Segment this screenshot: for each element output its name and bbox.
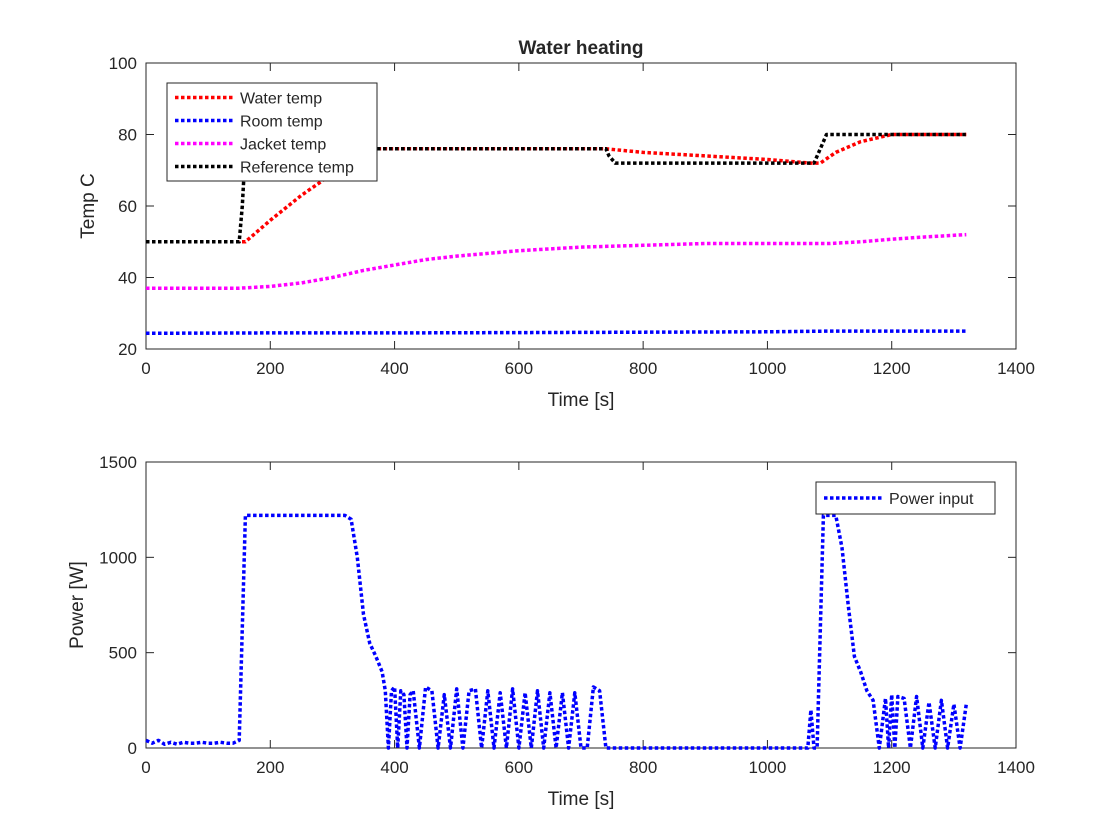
power-chart: Time [s] Power [W] 0 200 400 600 800 1000 1200… bbox=[67, 453, 1035, 810]
x-tick-label: 200 bbox=[256, 758, 284, 777]
x-tick-label: 1400 bbox=[997, 758, 1035, 777]
y-axis-label: Power [W] bbox=[67, 561, 88, 649]
x-tick-label: 600 bbox=[505, 359, 533, 378]
y-tick-label: 40 bbox=[118, 269, 137, 288]
legend-label: Reference temp bbox=[240, 160, 354, 177]
x-tick-label: 200 bbox=[256, 359, 284, 378]
x-tick-label: 1000 bbox=[749, 359, 787, 378]
x-tick-label: 800 bbox=[629, 758, 657, 777]
legend: Water temp Room temp Jacket temp Reference … bbox=[166, 82, 378, 182]
legend-label: Jacket temp bbox=[240, 137, 326, 154]
x-tick-label: 1200 bbox=[873, 758, 911, 777]
x-tick-label: 0 bbox=[141, 758, 150, 777]
y-tick-label: 0 bbox=[128, 739, 137, 758]
legend: Power input bbox=[815, 481, 996, 515]
y-tick-label: 60 bbox=[118, 197, 137, 216]
legend-box bbox=[166, 82, 378, 182]
x-axis-label: Time [s] bbox=[548, 789, 615, 810]
chart-title: Water heating bbox=[519, 38, 644, 59]
y-tick-label: 20 bbox=[118, 340, 137, 359]
x-tick-label: 1000 bbox=[749, 758, 787, 777]
legend-box bbox=[815, 481, 996, 515]
y-tick-label: 500 bbox=[109, 644, 137, 663]
y-tick-label: 1500 bbox=[99, 453, 137, 472]
temperature-chart: Water heating Time [s] Temp C 0 200 400 600… bbox=[78, 38, 1035, 411]
y-tick-label: 100 bbox=[109, 54, 137, 73]
y-tick-label: 80 bbox=[118, 126, 137, 145]
x-tick-label: 1200 bbox=[873, 359, 911, 378]
x-tick-label: 1400 bbox=[997, 359, 1035, 378]
x-tick-label: 400 bbox=[380, 359, 408, 378]
x-tick-label: 400 bbox=[380, 758, 408, 777]
y-axis-label: Temp C bbox=[78, 173, 99, 238]
x-axis-label: Time [s] bbox=[548, 390, 615, 411]
legend-label: Power input bbox=[889, 491, 974, 508]
series-line-reference-temp bbox=[146, 132, 967, 244]
x-tick-label: 600 bbox=[505, 758, 533, 777]
y-tick-label: 1000 bbox=[99, 548, 137, 567]
legend-label: Room temp bbox=[240, 114, 323, 131]
x-tick-label: 800 bbox=[629, 359, 657, 378]
series-line-water-temp bbox=[146, 132, 967, 244]
series-line-power-input bbox=[145, 513, 969, 750]
legend-label: Water temp bbox=[240, 91, 322, 108]
series-line-room-temp bbox=[145, 329, 967, 336]
x-tick-label: 0 bbox=[141, 359, 150, 378]
